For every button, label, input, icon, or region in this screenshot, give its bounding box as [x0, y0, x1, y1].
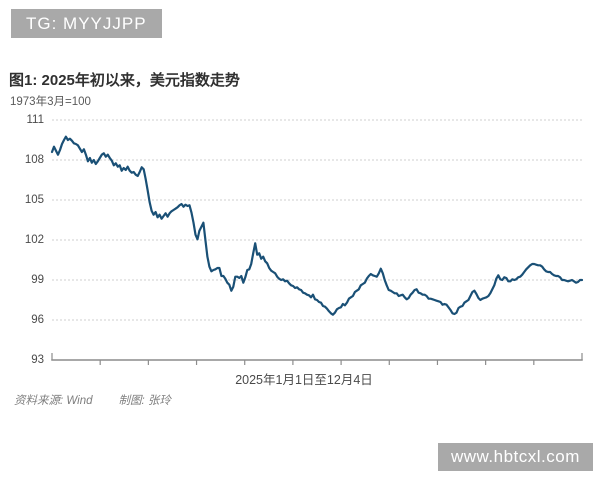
data-source-label: 资料来源: Wind: [14, 395, 93, 407]
chart-author-label: 制图: 张玲: [118, 395, 171, 407]
y-axis-tick-label: 99: [31, 274, 44, 286]
dollar-index-series-line: [50, 135, 584, 316]
figure-title: 图1: 2025年初以来，美元指数走势: [9, 72, 240, 89]
watermark-badge: www.hbtcxl.com: [438, 443, 593, 471]
y-axis-tick-label: 96: [31, 314, 44, 326]
x-axis-range-label: 2025年1月1日至12月4日: [235, 373, 373, 387]
y-axis-tick-label: 102: [24, 234, 44, 246]
y-axis-tick-label: 108: [24, 154, 44, 166]
y-axis-tick-label: 111: [26, 114, 44, 126]
figure-subtitle: 1973年3月=100: [10, 96, 91, 108]
y-axis-tick-label: 93: [31, 354, 44, 366]
source-row: 资料来源: Wind 制图: 张玲: [14, 392, 171, 408]
y-axis-tick-label: 105: [24, 194, 44, 206]
tg-badge: TG: MYYJJPP: [11, 9, 162, 38]
